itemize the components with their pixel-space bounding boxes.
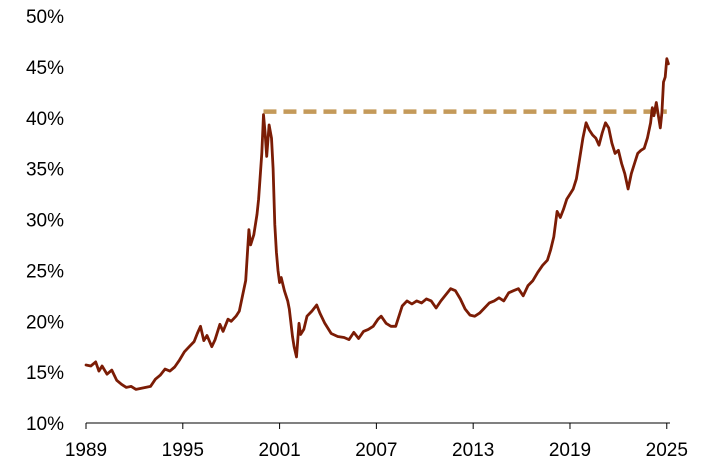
y-tick-label: 10% xyxy=(26,414,64,435)
x-tick-label: 2001 xyxy=(258,440,300,461)
x-axis-ticks xyxy=(85,423,668,429)
x-tick-label: 1995 xyxy=(162,440,204,461)
y-axis-tick-labels: 10% 15% 20% 25% 30% 35% 40% 45% 50% xyxy=(26,7,64,435)
y-tick-label: 25% xyxy=(26,261,64,282)
x-tick-label: 2007 xyxy=(355,440,397,461)
x-tick-label: 2013 xyxy=(452,440,494,461)
y-tick-label: 50% xyxy=(26,7,64,28)
y-tick-label: 35% xyxy=(26,160,64,181)
y-tick-label: 20% xyxy=(26,312,64,333)
x-axis-tick-labels: 1989 1995 2001 2007 2013 2019 2025 xyxy=(65,440,688,461)
series-line xyxy=(84,57,670,391)
x-tick-label: 2019 xyxy=(549,440,591,461)
x-tick-label: 1989 xyxy=(65,440,107,461)
y-tick-label: 15% xyxy=(26,363,64,384)
y-tick-label: 45% xyxy=(26,58,64,79)
x-tick-label: 2025 xyxy=(646,440,688,461)
y-tick-label: 40% xyxy=(26,109,64,130)
y-tick-label: 30% xyxy=(26,211,64,232)
